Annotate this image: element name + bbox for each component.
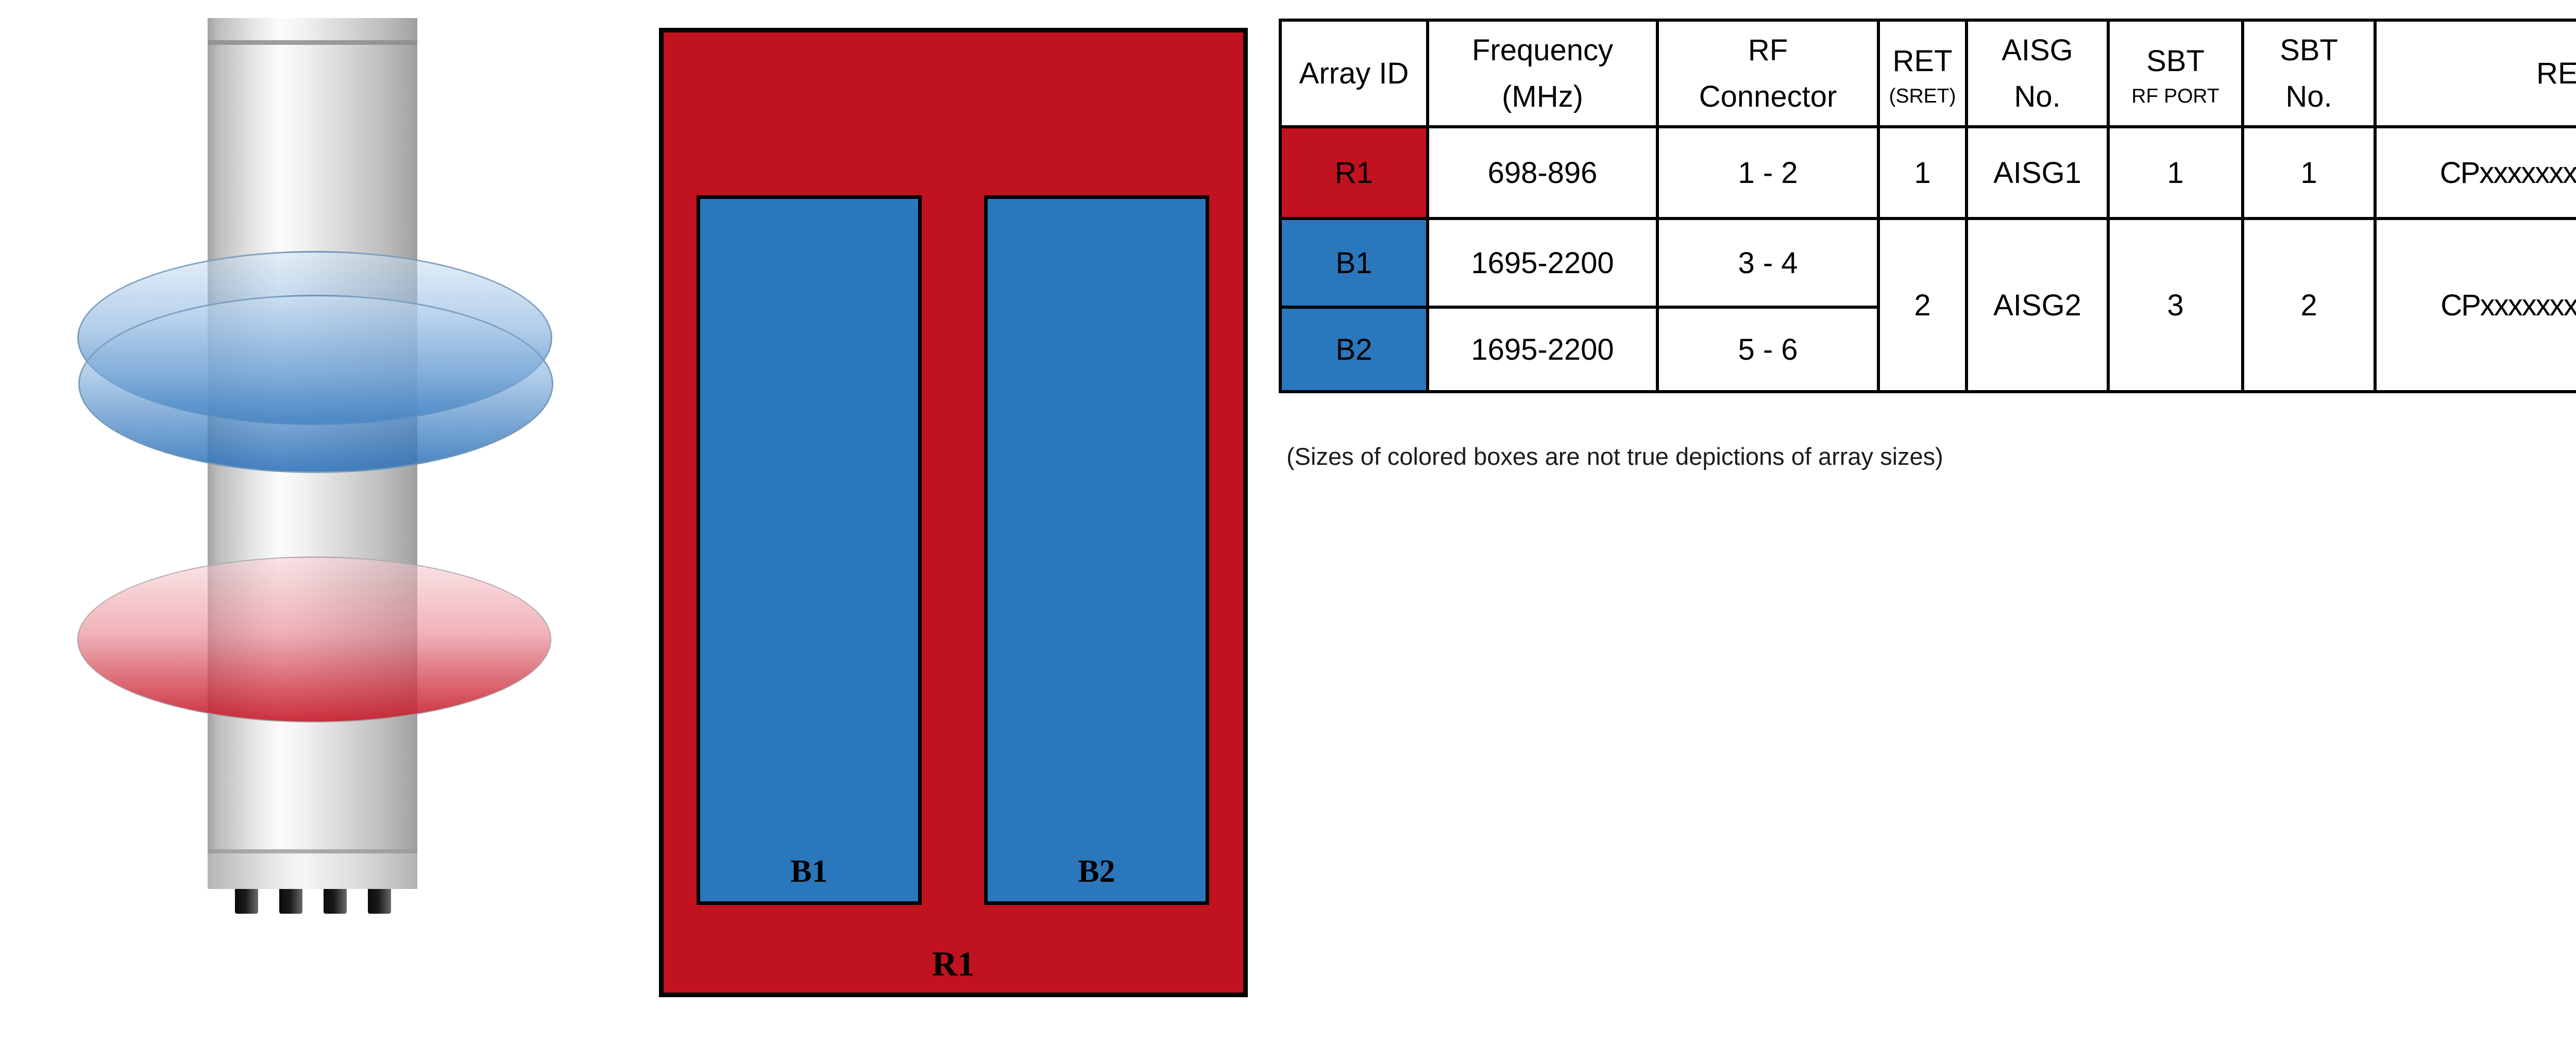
header-text: SBT: [2146, 44, 2205, 78]
cell-array-id: B1: [1279, 217, 1429, 309]
antenna-connector-foot: [324, 889, 347, 914]
header-text: Array ID: [1299, 56, 1409, 90]
cell-sbt-rf-port-merged: 3: [2107, 217, 2244, 393]
array-r1-label: R1: [931, 944, 975, 983]
cell-array-id: B2: [1279, 306, 1429, 393]
array-region-b2: B2: [984, 195, 1209, 905]
table-row-b2: B2 1695-2200 5 - 6: [1279, 306, 2576, 393]
cylinder-bottom-seam: [208, 849, 417, 853]
cell-sbt-no-merged: 2: [2241, 217, 2377, 393]
cell-array-id: R1: [1279, 125, 1429, 220]
cell-frequency: 1695-2200: [1426, 306, 1659, 393]
table-row-b1: B1 1695-2200 3 - 4 2 AISG2 3 2 CPxxxxxxx…: [1279, 217, 2576, 393]
header-text: Connector: [1699, 79, 1837, 113]
cell-rf-connector: 1 - 2: [1656, 125, 1880, 220]
cell-rf-connector: 5 - 6: [1656, 306, 1880, 393]
red-beam-disc: [77, 557, 551, 723]
column-header-ret-uid: RET UID: [2374, 19, 2576, 128]
header-text: RF: [1748, 33, 1788, 67]
header-text: (MHz): [1502, 79, 1583, 113]
header-text: RET UID: [2536, 56, 2576, 90]
column-header-sbt-rf-port: SBT RF PORT: [2107, 19, 2244, 128]
column-header-array-id: Array ID: [1279, 19, 1429, 128]
cell-ret-uid-merged: CPxxxxxxxxxxxxxxxxxB1: [2374, 217, 2576, 393]
cell-rf-connector: 3 - 4: [1656, 217, 1880, 309]
cell-ret-merged: 2: [1877, 217, 1968, 393]
cell-frequency: 698-896: [1426, 125, 1659, 220]
cell-aisg-no-merged: AISG2: [1965, 217, 2110, 393]
header-subtext: (SRET): [1889, 85, 1956, 108]
cylinder-bottom-cap: [208, 853, 417, 889]
antenna-connector-foot: [368, 889, 391, 914]
column-header-ret-sret: RET (SRET): [1877, 19, 1968, 128]
array-b2-label: B2: [1078, 854, 1115, 889]
column-header-aisg-no: AISG No.: [1965, 19, 2110, 128]
header-text: RET: [1892, 44, 1953, 78]
header-text: SBT: [2280, 33, 2338, 67]
column-header-frequency: Frequency (MHz): [1426, 19, 1659, 128]
cell-sbt-rf-port: 1: [2107, 125, 2244, 220]
header-subtext: RF PORT: [2131, 85, 2219, 108]
note-text: (Sizes of colored boxes are not true dep…: [1286, 443, 1943, 470]
array-region-b1: B1: [697, 195, 922, 905]
cell-frequency: 1695-2200: [1426, 217, 1659, 309]
column-header-rf-connector: RF Connector: [1656, 19, 1880, 128]
cell-aisg-no: AISG1: [1965, 125, 2110, 220]
blue-beam-disc-front: [78, 295, 553, 473]
header-text: Frequency: [1471, 33, 1614, 67]
array-b1-label: B1: [790, 854, 828, 889]
cylinder-top-seam: [208, 40, 417, 45]
cell-sbt-no: 1: [2241, 125, 2377, 220]
cell-ret: 1: [1877, 125, 1968, 220]
column-header-sbt-no: SBT No.: [2241, 19, 2377, 128]
array-region-r1: B1 B2 R1: [659, 28, 1248, 997]
antenna-connector-foot: [279, 889, 302, 914]
header-text: AISG: [2002, 33, 2073, 67]
header-text: No.: [2014, 79, 2061, 113]
header-text: No.: [2285, 79, 2332, 113]
cell-ret-uid: CPxxxxxxxxxxxxxxxxxR1: [2374, 125, 2576, 220]
table-row-r1: R1 698-896 1 - 2 1 AISG1 1 1 CPxxxxxxxxx…: [1279, 125, 2576, 220]
antenna-connector-foot: [235, 889, 258, 914]
port-table: Array ID Frequency (MHz) RF Connector RE…: [1279, 19, 2576, 393]
